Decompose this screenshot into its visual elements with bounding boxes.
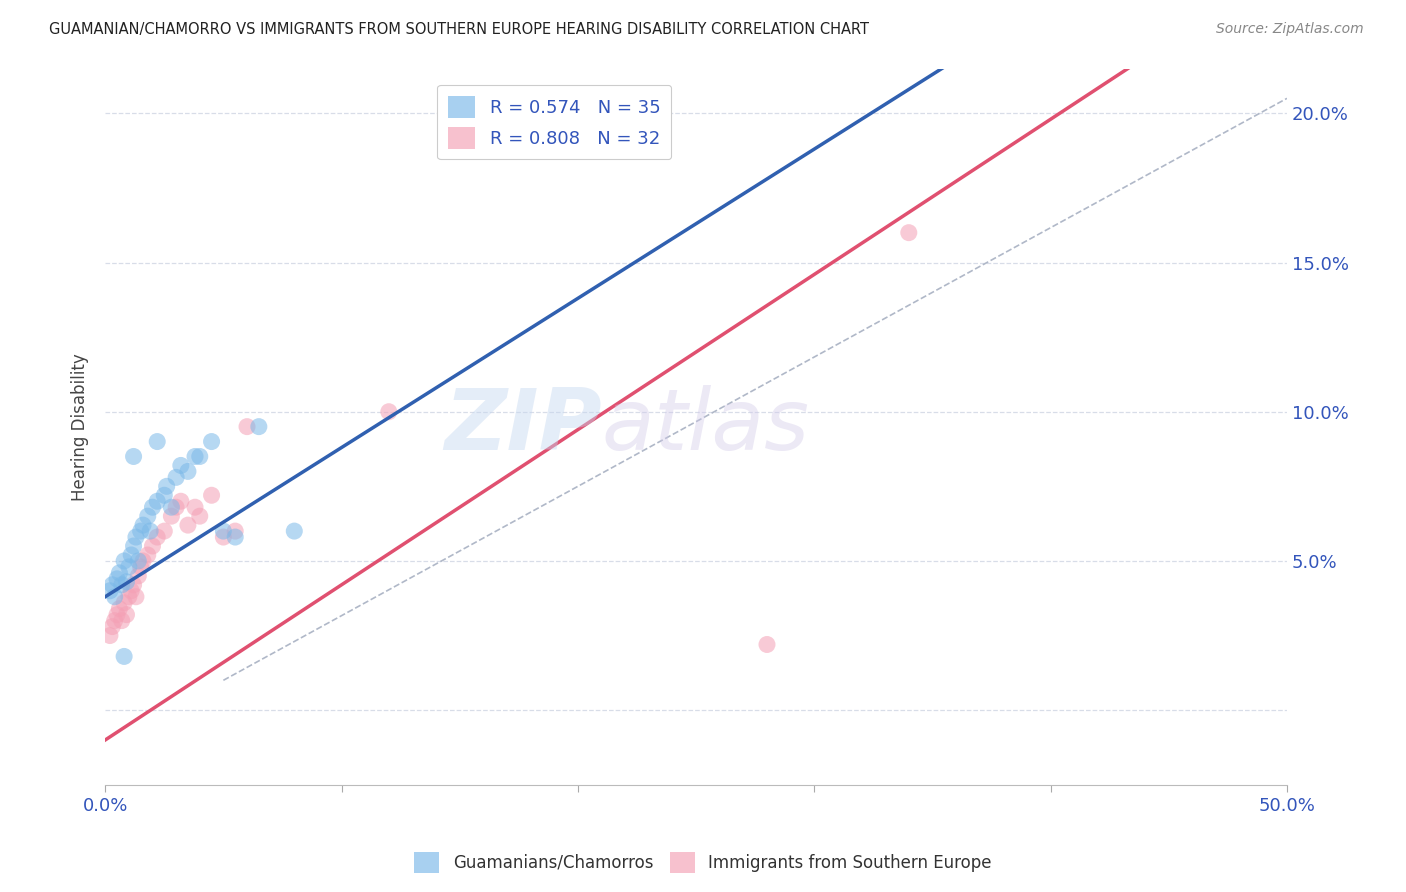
Point bbox=[108, 566, 131, 580]
Point bbox=[756, 638, 779, 652]
Point bbox=[156, 479, 179, 493]
Y-axis label: Hearing Disability: Hearing Disability bbox=[72, 352, 89, 500]
Point bbox=[200, 434, 222, 449]
Point bbox=[212, 530, 235, 544]
Point bbox=[105, 572, 128, 586]
Point bbox=[224, 530, 246, 544]
Point bbox=[188, 450, 211, 464]
Point bbox=[125, 590, 148, 604]
Point bbox=[177, 464, 200, 478]
Point bbox=[132, 554, 155, 568]
Point bbox=[98, 583, 121, 598]
Point bbox=[112, 649, 135, 664]
Point bbox=[224, 524, 246, 538]
Point bbox=[98, 628, 121, 642]
Point bbox=[127, 554, 149, 568]
Point bbox=[139, 524, 162, 538]
Point bbox=[283, 524, 305, 538]
Point bbox=[184, 500, 207, 515]
Text: ZIP: ZIP bbox=[444, 385, 602, 468]
Point bbox=[105, 607, 128, 622]
Point bbox=[115, 574, 138, 589]
Point bbox=[146, 494, 169, 508]
Point bbox=[112, 554, 135, 568]
Point bbox=[200, 488, 222, 502]
Point bbox=[122, 578, 145, 592]
Point bbox=[120, 583, 142, 598]
Point bbox=[236, 419, 259, 434]
Legend: R = 0.574   N = 35, R = 0.808   N = 32: R = 0.574 N = 35, R = 0.808 N = 32 bbox=[437, 85, 671, 160]
Point bbox=[108, 601, 131, 615]
Point bbox=[160, 509, 183, 524]
Point bbox=[141, 539, 163, 553]
Point bbox=[153, 524, 176, 538]
Point bbox=[136, 509, 159, 524]
Point bbox=[115, 607, 138, 622]
Point bbox=[118, 560, 141, 574]
Point bbox=[146, 530, 169, 544]
Point bbox=[153, 488, 176, 502]
Point bbox=[247, 419, 270, 434]
Point bbox=[136, 548, 159, 562]
Point bbox=[122, 539, 145, 553]
Point bbox=[170, 494, 193, 508]
Legend: Guamanians/Chamorros, Immigrants from Southern Europe: Guamanians/Chamorros, Immigrants from So… bbox=[408, 846, 998, 880]
Point bbox=[177, 518, 200, 533]
Point bbox=[120, 548, 142, 562]
Point bbox=[112, 596, 135, 610]
Point bbox=[111, 578, 134, 592]
Point bbox=[125, 530, 148, 544]
Point bbox=[378, 405, 401, 419]
Point bbox=[132, 518, 155, 533]
Point bbox=[212, 524, 235, 538]
Text: GUAMANIAN/CHAMORRO VS IMMIGRANTS FROM SOUTHERN EUROPE HEARING DISABILITY CORRELA: GUAMANIAN/CHAMORRO VS IMMIGRANTS FROM SO… bbox=[49, 22, 869, 37]
Point bbox=[104, 590, 127, 604]
Point bbox=[160, 500, 183, 515]
Point bbox=[127, 569, 149, 583]
Text: Source: ZipAtlas.com: Source: ZipAtlas.com bbox=[1216, 22, 1364, 37]
Point bbox=[104, 614, 127, 628]
Point bbox=[129, 524, 152, 538]
Point bbox=[118, 590, 141, 604]
Point bbox=[897, 226, 920, 240]
Point bbox=[111, 614, 134, 628]
Point bbox=[170, 458, 193, 473]
Point bbox=[129, 560, 152, 574]
Point bbox=[165, 500, 187, 515]
Point bbox=[184, 450, 207, 464]
Point bbox=[101, 619, 124, 633]
Point bbox=[165, 470, 187, 484]
Point bbox=[141, 500, 163, 515]
Point bbox=[101, 578, 124, 592]
Point bbox=[146, 434, 169, 449]
Point bbox=[122, 450, 145, 464]
Point bbox=[188, 509, 211, 524]
Text: atlas: atlas bbox=[602, 385, 810, 468]
